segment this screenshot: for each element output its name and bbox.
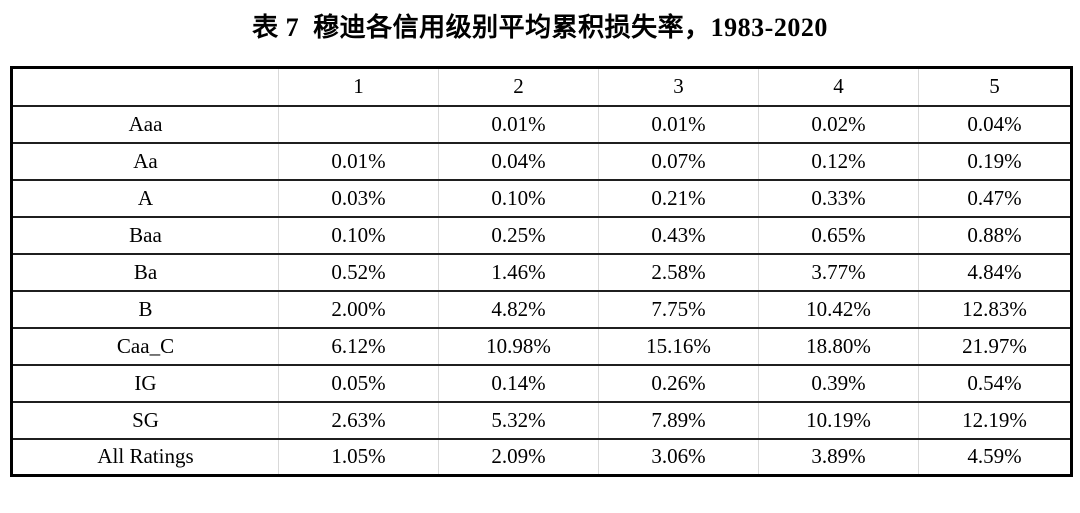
table-cell — [278, 104, 439, 143]
table-row-all-ratings: All Ratings 1.05% 2.09% 3.06% 3.89% 4.59… — [11, 437, 1072, 476]
table-cell: 0.65% — [758, 215, 919, 254]
table-cell: 0.25% — [438, 215, 599, 254]
table-cell: 0.43% — [598, 215, 759, 254]
row-label: Ba — [11, 252, 279, 291]
table-cell: 2.58% — [598, 252, 759, 291]
table-cell: 18.80% — [758, 326, 919, 365]
table-cell: 1.05% — [278, 437, 439, 476]
table-cell: 4.84% — [918, 252, 1072, 291]
table-cell: 10.42% — [758, 289, 919, 328]
table-cell: 0.26% — [598, 363, 759, 402]
table-body: Aaa 0.01% 0.01% 0.02% 0.04% Aa 0.01% 0.0… — [11, 104, 1072, 476]
row-label: A — [11, 178, 279, 217]
table-cell: 0.05% — [278, 363, 439, 402]
table-cell: 21.97% — [918, 326, 1072, 365]
table-cell: 4.82% — [438, 289, 599, 328]
table-cell: 2.00% — [278, 289, 439, 328]
table-row-aaa: Aaa 0.01% 0.01% 0.02% 0.04% — [11, 104, 1072, 143]
column-header-year-2: 2 — [438, 67, 599, 106]
table-cell: 12.83% — [918, 289, 1072, 328]
table-cell: 5.32% — [438, 400, 599, 439]
table-cell: 3.77% — [758, 252, 919, 291]
table-cell: 4.59% — [918, 437, 1072, 476]
row-label: IG — [11, 363, 279, 402]
table-cell: 0.88% — [918, 215, 1072, 254]
header-row: 1 2 3 4 5 — [12, 67, 1072, 106]
table-cell: 0.39% — [758, 363, 919, 402]
table-header: 1 2 3 4 5 — [12, 67, 1072, 106]
table-cell: 0.52% — [278, 252, 439, 291]
table-cell: 0.47% — [918, 178, 1072, 217]
table-cell: 1.46% — [438, 252, 599, 291]
column-header-year-3: 3 — [598, 67, 759, 106]
table-cell: 6.12% — [278, 326, 439, 365]
loss-rate-table-container: 1 2 3 4 5 Aaa 0.01% 0.01% 0.02% 0.04% A — [10, 66, 1073, 477]
row-label: SG — [11, 400, 279, 439]
table-cell: 0.04% — [438, 141, 599, 180]
row-label: Caa_C — [11, 326, 279, 365]
row-label: B — [11, 289, 279, 328]
table-cell: 3.06% — [598, 437, 759, 476]
table-row-a: A 0.03% 0.10% 0.21% 0.33% 0.47% — [11, 178, 1072, 217]
table-row-b: B 2.00% 4.82% 7.75% 10.42% 12.83% — [11, 289, 1072, 328]
table-cell: 2.09% — [438, 437, 599, 476]
table-cell: 0.33% — [758, 178, 919, 217]
table-cell: 10.98% — [438, 326, 599, 365]
column-header-year-4: 4 — [758, 67, 919, 106]
row-label: Aa — [11, 141, 279, 180]
table-cell: 0.07% — [598, 141, 759, 180]
table-row-ig: IG 0.05% 0.14% 0.26% 0.39% 0.54% — [11, 363, 1072, 402]
table-title: 表 7 穆迪各信用级别平均累积损失率，1983-2020 — [252, 13, 828, 42]
table-cell: 0.19% — [918, 141, 1072, 180]
loss-rate-table: 1 2 3 4 5 Aaa 0.01% 0.01% 0.02% 0.04% A — [10, 66, 1073, 477]
table-cell: 3.89% — [758, 437, 919, 476]
table-cell: 0.12% — [758, 141, 919, 180]
table-cell: 0.10% — [438, 178, 599, 217]
table-cell: 0.03% — [278, 178, 439, 217]
table-cell: 0.04% — [918, 104, 1072, 143]
table-row-aa: Aa 0.01% 0.04% 0.07% 0.12% 0.19% — [11, 141, 1072, 180]
table-cell: 0.02% — [758, 104, 919, 143]
table-cell: 0.01% — [438, 104, 599, 143]
table-cell: 10.19% — [758, 400, 919, 439]
table-cell: 7.89% — [598, 400, 759, 439]
table-row-sg: SG 2.63% 5.32% 7.89% 10.19% 12.19% — [11, 400, 1072, 439]
row-label: Aaa — [11, 104, 279, 143]
column-header-rating — [12, 68, 279, 106]
table-row-ba: Ba 0.52% 1.46% 2.58% 3.77% 4.84% — [11, 252, 1072, 291]
table-row-caa-c: Caa_C 6.12% 10.98% 15.16% 18.80% 21.97% — [11, 326, 1072, 365]
row-label: All Ratings — [11, 437, 279, 476]
table-cell: 0.14% — [438, 363, 599, 402]
table-cell: 12.19% — [918, 400, 1072, 439]
table-row-baa: Baa 0.10% 0.25% 0.43% 0.65% 0.88% — [11, 215, 1072, 254]
table-cell: 2.63% — [278, 400, 439, 439]
table-cell: 15.16% — [598, 326, 759, 365]
table-cell: 0.01% — [598, 104, 759, 143]
table-cell: 0.54% — [918, 363, 1072, 402]
table-cell: 0.01% — [278, 141, 439, 180]
column-header-year-1: 1 — [278, 67, 439, 106]
table-cell: 7.75% — [598, 289, 759, 328]
column-header-year-5: 5 — [918, 67, 1072, 106]
table-cell: 0.21% — [598, 178, 759, 217]
row-label: Baa — [11, 215, 279, 254]
table-cell: 0.10% — [278, 215, 439, 254]
